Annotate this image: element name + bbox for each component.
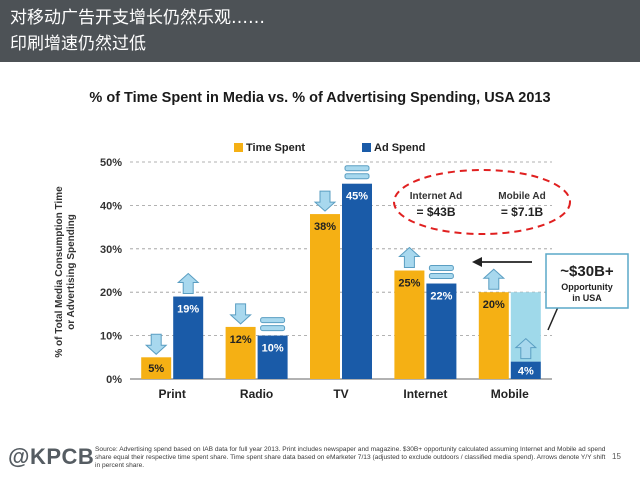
header-title-line1: 对移动广告开支增长仍然乐观……: [10, 8, 265, 28]
down-arrow-icon: [229, 303, 252, 325]
equal-icon: [428, 273, 454, 280]
dashed-ellipse: [393, 169, 571, 235]
down-arrow-icon: [313, 190, 337, 212]
data-label-time-spent-radio: 12%: [230, 334, 252, 346]
data-label-ad-spend-mobile: 4%: [518, 365, 534, 377]
legend-label-ad-spend: Ad Spend: [374, 142, 425, 154]
x-tick-label-internet: Internet: [403, 387, 447, 401]
equal-icon: [260, 325, 286, 332]
bar-time-spent-tv: [310, 214, 340, 379]
mobile-ad-label: Mobile Ad: [498, 191, 545, 202]
chart-title: % of Time Spent in Media vs. % of Advert…: [89, 90, 550, 106]
slide-header: 对移动广告开支增长仍然乐观…… 印刷增速仍然过低: [0, 0, 640, 62]
equal-icon: [344, 173, 370, 180]
ad-value-callout: Internet Ad = $43B Mobile Ad = $7.1B: [393, 169, 571, 235]
bar-time-spent-radio: [225, 326, 256, 379]
y-tick-label: 10%: [100, 331, 122, 343]
data-label-ad-spend-radio: 10%: [262, 343, 284, 355]
page-number: 15: [612, 452, 621, 461]
data-label-time-spent-tv: 38%: [314, 221, 336, 233]
x-tick-label-print: Print: [159, 387, 186, 401]
legend-swatch-time-spent: [234, 143, 243, 152]
source-note: Source: Advertising spend based on IAB d…: [95, 446, 606, 469]
opportunity-text-line1: Opportunity: [561, 282, 613, 292]
equal-icon: [260, 317, 286, 324]
y-tick-label: 50%: [100, 157, 122, 169]
equal-icon: [344, 165, 370, 172]
up-arrow-icon: [176, 272, 200, 295]
bars: [141, 183, 541, 379]
x-tick-label-tv: TV: [333, 387, 348, 401]
data-label-time-spent-internet: 25%: [398, 278, 420, 290]
y-tick-label: 0%: [106, 374, 122, 386]
data-label-time-spent-print: 5%: [148, 363, 164, 375]
up-arrow-icon: [514, 337, 538, 360]
up-arrow-icon: [482, 268, 506, 290]
opportunity-arrowhead: [472, 257, 482, 267]
y-tick-label: 30%: [100, 244, 122, 256]
y-axis-label-line1: % of Total Media Consumption Time: [54, 186, 65, 358]
data-label-ad-spend-tv: 45%: [346, 191, 368, 203]
internet-ad-value: = $43B: [416, 205, 455, 219]
internet-ad-label: Internet Ad: [410, 191, 462, 202]
bar-ad-spend-tv: [342, 183, 372, 379]
bar-ad-spend-print: [173, 296, 204, 379]
data-label-time-spent-mobile: 20%: [483, 299, 505, 311]
equal-icon: [428, 265, 454, 272]
shift-markers: [144, 165, 538, 360]
legend: Time Spent Ad Spend: [234, 142, 425, 154]
opportunity-callout: ~$30B+ Opportunity in USA: [472, 253, 629, 331]
data-labels: 5% 12% 38% 25% 20% 19% 10% 45% 22% 4%: [148, 191, 534, 378]
y-tick-label: 40%: [100, 200, 122, 212]
legend-swatch-ad-spend: [362, 143, 371, 152]
x-axis-ticks: Print Radio TV Internet Mobile: [159, 387, 530, 401]
data-label-ad-spend-print: 19%: [177, 304, 199, 316]
bar-ad-spend-mobile: [510, 361, 541, 379]
mobile-ad-value: = $7.1B: [501, 205, 544, 219]
y-tick-label: 20%: [100, 287, 122, 299]
bar-ad-spend-internet: [426, 283, 457, 379]
bar-time-spent-internet: [394, 270, 425, 379]
x-tick-label-radio: Radio: [240, 387, 273, 401]
data-label-ad-spend-internet: 22%: [430, 291, 452, 303]
bar-ad-spend-radio: [257, 335, 288, 379]
header-title-line2: 印刷增速仍然过低: [10, 34, 146, 54]
x-tick-label-mobile: Mobile: [491, 387, 529, 401]
down-arrow-icon: [144, 333, 168, 355]
opportunity-box: [545, 253, 629, 309]
legend-label-time-spent: Time Spent: [246, 142, 305, 154]
opportunity-amount: ~$30B+: [560, 263, 614, 280]
media-time-vs-ad-spend-chart: % of Time Spent in Media vs. % of Advert…: [54, 90, 629, 401]
bar-time-spent-print: [141, 357, 172, 379]
y-axis-ticks: 0% 10% 20% 30% 40% 50%: [100, 157, 122, 386]
up-arrow-icon: [398, 246, 421, 268]
bar-time-spent-mobile: [478, 292, 509, 379]
y-axis-label-line2: or Advertising Spending: [66, 214, 77, 330]
kpcb-logo: @KPCB: [8, 444, 95, 469]
opportunity-pointer: [547, 306, 559, 331]
opportunity-text-line2: in USA: [572, 293, 602, 303]
